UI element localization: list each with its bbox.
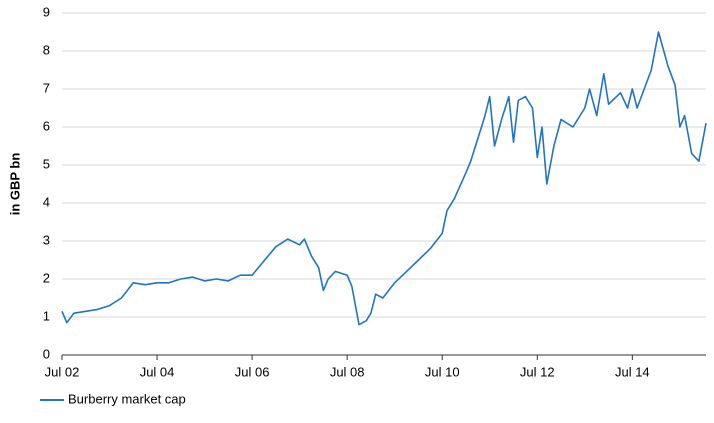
x-tick-label: Jul 02 xyxy=(45,364,80,379)
x-tick-label: Jul 08 xyxy=(330,364,365,379)
y-tick-label: 2 xyxy=(43,270,50,285)
x-tick-label: Jul 12 xyxy=(520,364,555,379)
y-tick-label: 5 xyxy=(43,156,50,171)
y-tick-label: 6 xyxy=(43,118,50,133)
y-tick-label: 8 xyxy=(43,42,50,57)
x-tick-label: Jul 04 xyxy=(140,364,175,379)
y-tick-label: 9 xyxy=(43,4,50,19)
y-axis-label: in GBP bn xyxy=(7,153,22,216)
y-tick-label: 7 xyxy=(43,80,50,95)
series-line xyxy=(61,31,707,326)
x-tick-label: Jul 14 xyxy=(615,364,650,379)
legend-label: Burberry market cap xyxy=(68,391,186,406)
y-tick-label: 0 xyxy=(43,346,50,361)
x-tick-label: Jul 06 xyxy=(235,364,270,379)
x-tick-label: Jul 10 xyxy=(425,364,460,379)
y-tick-label: 4 xyxy=(43,194,50,209)
y-tick-label: 1 xyxy=(43,308,50,323)
y-tick-label: 3 xyxy=(43,232,50,247)
